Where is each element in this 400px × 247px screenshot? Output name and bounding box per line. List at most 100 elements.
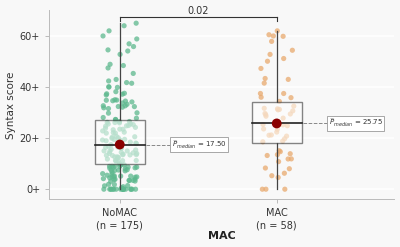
Point: [274, 29, 280, 33]
Point: [112, 118, 119, 122]
Point: [105, 107, 112, 111]
Point: [106, 176, 113, 180]
Point: [130, 178, 136, 182]
Point: [106, 187, 113, 191]
Text: $\widehat{P}_{median}$ = 25.75: $\widehat{P}_{median}$ = 25.75: [328, 117, 382, 129]
Point: [114, 85, 121, 89]
Point: [114, 156, 121, 160]
Point: [283, 134, 290, 138]
Point: [124, 149, 130, 153]
Point: [116, 120, 123, 124]
Point: [104, 121, 110, 124]
Point: [127, 153, 133, 157]
Point: [110, 165, 116, 169]
Point: [111, 183, 118, 186]
Point: [127, 140, 134, 144]
Point: [110, 128, 116, 132]
Point: [112, 177, 118, 181]
Point: [117, 52, 123, 56]
Point: [118, 150, 124, 154]
Point: [114, 155, 120, 159]
Point: [118, 174, 124, 178]
Point: [288, 157, 294, 161]
Point: [103, 93, 110, 97]
Bar: [252, 102, 302, 143]
Point: [108, 168, 114, 172]
Point: [118, 146, 124, 150]
Point: [130, 123, 136, 127]
Point: [263, 114, 269, 118]
Point: [110, 99, 116, 103]
Point: [106, 29, 112, 33]
Point: [113, 187, 119, 191]
Point: [128, 81, 135, 85]
Point: [106, 85, 112, 89]
Point: [268, 133, 274, 137]
Point: [117, 138, 123, 142]
Point: [120, 127, 126, 131]
Point: [100, 104, 106, 108]
Point: [132, 135, 138, 139]
Point: [280, 57, 287, 61]
Point: [264, 154, 270, 158]
Point: [276, 149, 282, 153]
Point: [104, 157, 111, 161]
Point: [285, 77, 292, 81]
Point: [122, 99, 129, 103]
Point: [116, 127, 123, 131]
Point: [120, 187, 126, 191]
Point: [107, 62, 113, 66]
Point: [268, 174, 275, 178]
Point: [122, 104, 128, 108]
Point: [106, 151, 113, 155]
Point: [134, 151, 140, 155]
Point: [262, 166, 268, 170]
Point: [133, 142, 140, 145]
Point: [126, 178, 132, 182]
Point: [112, 98, 118, 102]
Point: [276, 100, 282, 103]
Point: [275, 108, 281, 112]
Point: [105, 66, 111, 70]
Point: [100, 116, 106, 120]
Point: [116, 162, 122, 166]
Text: 0.02: 0.02: [188, 5, 209, 16]
Point: [105, 48, 111, 52]
Point: [132, 179, 138, 183]
Point: [128, 174, 134, 178]
Point: [113, 90, 119, 94]
Point: [111, 178, 117, 182]
Point: [109, 153, 116, 157]
Point: [287, 112, 294, 116]
Point: [266, 133, 272, 137]
Point: [115, 145, 121, 149]
Point: [105, 144, 112, 148]
Point: [110, 187, 116, 191]
Point: [115, 160, 121, 164]
Point: [112, 164, 118, 168]
Point: [106, 166, 113, 170]
Point: [285, 157, 291, 161]
Point: [111, 174, 118, 178]
Point: [128, 187, 134, 191]
Point: [267, 52, 273, 56]
Point: [124, 184, 131, 187]
Point: [259, 187, 266, 191]
Point: [134, 111, 140, 115]
Point: [133, 159, 140, 163]
Point: [116, 143, 123, 146]
Point: [130, 71, 136, 75]
Point: [119, 101, 126, 105]
Point: [257, 91, 264, 95]
Point: [260, 123, 266, 126]
Point: [113, 159, 119, 163]
Point: [132, 125, 139, 129]
Point: [132, 175, 138, 179]
Point: [131, 105, 138, 109]
Point: [132, 177, 138, 181]
Point: [127, 122, 134, 126]
Point: [115, 155, 122, 159]
Point: [100, 34, 106, 38]
Point: [260, 127, 267, 131]
Point: [123, 124, 130, 128]
